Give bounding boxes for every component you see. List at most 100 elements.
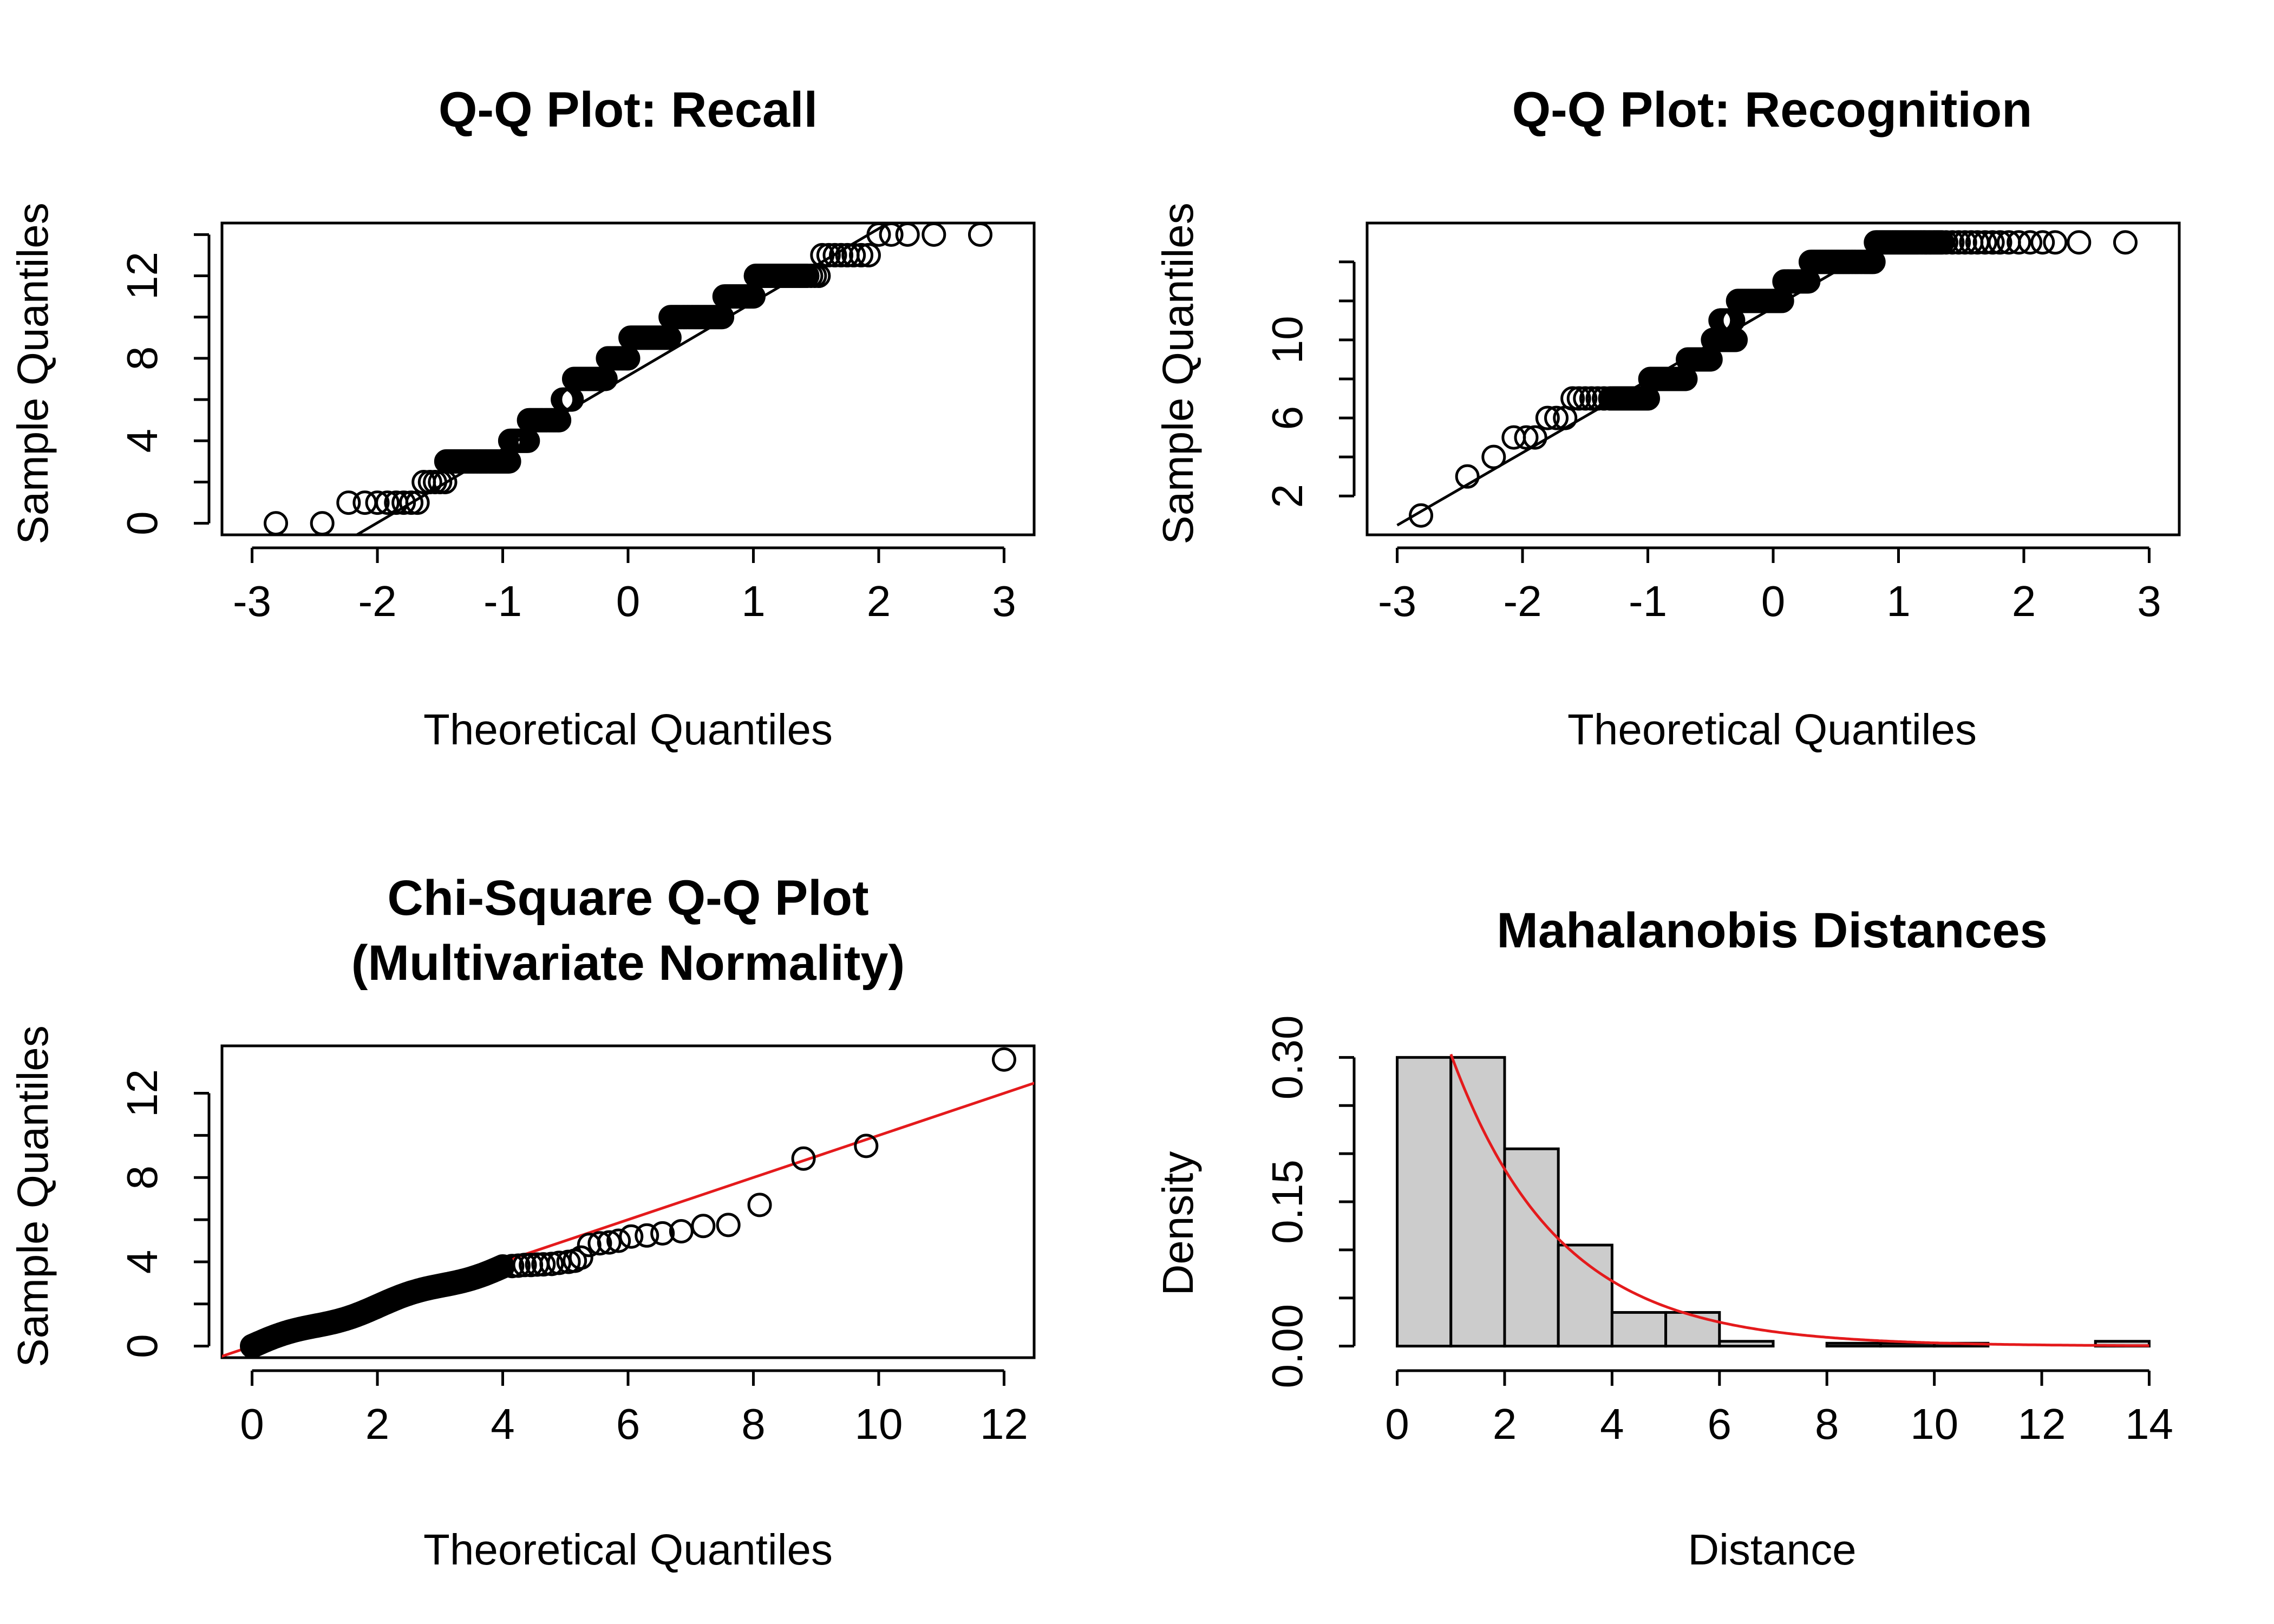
panel-title: Q-Q Plot: Recall: [439, 82, 818, 137]
x-tick-label: 10: [1910, 1400, 1958, 1448]
y-tick-label: 8: [118, 1165, 166, 1190]
data-point: [895, 222, 920, 247]
y-axis-label: Density: [1154, 1151, 1202, 1296]
data-point: [2030, 230, 2055, 255]
y-tick-label: 0: [118, 511, 166, 535]
y-tick-label: 2: [1263, 484, 1311, 508]
x-tick-label: -2: [358, 577, 396, 625]
data-point: [1481, 444, 1506, 469]
density-curve: [1449, 1053, 2149, 1347]
x-tick-label: 0: [1385, 1400, 1409, 1448]
plot-frame: [1365, 221, 2181, 536]
axes: 0 2 4 6 8 10 12 0 4 8 12: [118, 1044, 1036, 1448]
data-point: [568, 1245, 593, 1270]
histogram-bar: [1557, 1243, 1613, 1348]
x-tick-label: 2: [2012, 577, 2036, 625]
data-point: [1514, 425, 1539, 450]
data-point: [849, 243, 874, 267]
x-tick-label: 14: [2125, 1400, 2173, 1448]
x-tick-label: 2: [1493, 1400, 1517, 1448]
panel-qq-recall: Q-Q Plot: Recall Theoretical Quantiles S…: [9, 82, 1036, 754]
data-point: [1409, 503, 1434, 528]
panel-subtitle: (Multivariate Normality): [351, 935, 905, 991]
y-tick-label: 0.30: [1263, 1015, 1311, 1099]
data-point: [391, 490, 416, 515]
y-tick-label: 4: [118, 1250, 166, 1274]
data-point: [968, 222, 992, 247]
x-tick-label: 4: [1600, 1400, 1624, 1448]
y-tick-label: 0.15: [1263, 1160, 1311, 1244]
data-point: [1573, 386, 1598, 411]
data-point: [310, 511, 335, 536]
x-tick-label: -1: [483, 577, 522, 625]
data-point: [716, 1213, 741, 1237]
data-point: [2018, 230, 2043, 255]
data-point: [587, 1231, 612, 1256]
x-tick-label: 3: [992, 577, 1016, 625]
data-point: [810, 243, 835, 267]
data-point: [1946, 230, 1971, 255]
panel-title: Q-Q Plot: Recognition: [1512, 82, 2033, 137]
data-point: [336, 490, 361, 515]
y-axis-label: Sample Quantiles: [9, 1025, 57, 1367]
plot-frame: [220, 221, 1036, 536]
histogram-bar: [1396, 1056, 1453, 1348]
data-point: [650, 1221, 675, 1246]
data-point: [547, 1250, 572, 1275]
histogram-bar: [1664, 1311, 1721, 1348]
data-point: [606, 1228, 631, 1253]
data-point: [635, 1223, 659, 1248]
data-point: [1972, 230, 1997, 255]
y-axis-label: Sample Quantiles: [9, 202, 57, 544]
y-tick-label: 6: [1263, 406, 1311, 430]
data-point: [2067, 230, 2092, 255]
histogram-bar: [1503, 1147, 1560, 1348]
histogram-bars: [1396, 1056, 2151, 1348]
data-point: [597, 1230, 622, 1255]
panel-mahalanobis-histogram: Mahalanobis Distances Distance Density 0…: [1154, 903, 2173, 1574]
data-point: [829, 243, 854, 267]
data-point: [2043, 230, 2068, 255]
data-point: [1980, 230, 2005, 255]
x-tick-label: 3: [2137, 577, 2161, 625]
data-point: [1522, 425, 1547, 450]
histogram-bar: [1825, 1341, 1882, 1348]
panel-qq-recognition: Q-Q Plot: Recognition Theoretical Quanti…: [1154, 82, 2181, 754]
data-points: [264, 222, 992, 536]
data-point: [856, 243, 881, 267]
data-point: [669, 1219, 694, 1244]
plot-frame: [220, 1044, 1036, 1359]
x-tick-label: 8: [1815, 1400, 1839, 1448]
x-tick-label: 8: [741, 1400, 766, 1448]
data-point: [375, 490, 400, 515]
data-point: [2113, 230, 2138, 255]
x-tick-label: -3: [233, 577, 271, 625]
data-point: [841, 243, 866, 267]
data-point: [1560, 386, 1585, 411]
data-point: [1544, 405, 1569, 430]
data-point: [1933, 230, 1958, 255]
x-tick-label: 2: [867, 577, 891, 625]
data-point: [399, 490, 424, 515]
data-point: [991, 1047, 1016, 1072]
data-point: [922, 222, 946, 247]
x-axis-label: Theoretical Quantiles: [1567, 705, 1977, 754]
x-tick-label: 4: [491, 1400, 515, 1448]
data-point: [816, 243, 841, 267]
x-tick-label: 6: [616, 1400, 641, 1448]
data-point: [691, 1214, 716, 1239]
y-tick-label: 10: [1263, 316, 1311, 364]
axes: -3 -2 -1 0 1 2 3 2 6 10: [1263, 221, 2181, 625]
data-point: [619, 1224, 644, 1249]
panel-title: Mahalanobis Distances: [1497, 903, 2047, 958]
data-point: [1988, 230, 2012, 255]
x-tick-label: -1: [1629, 577, 1667, 625]
x-tick-label: 0: [1761, 577, 1786, 625]
data-point: [352, 490, 377, 515]
panel-title: Chi-Square Q-Q Plot: [387, 870, 868, 926]
data-point: [791, 1146, 816, 1171]
x-tick-label: 0: [616, 577, 641, 625]
data-points: [240, 1047, 1016, 1359]
panel-chi-square-qq: Chi-Square Q-Q Plot (Multivariate Normal…: [9, 870, 1036, 1574]
